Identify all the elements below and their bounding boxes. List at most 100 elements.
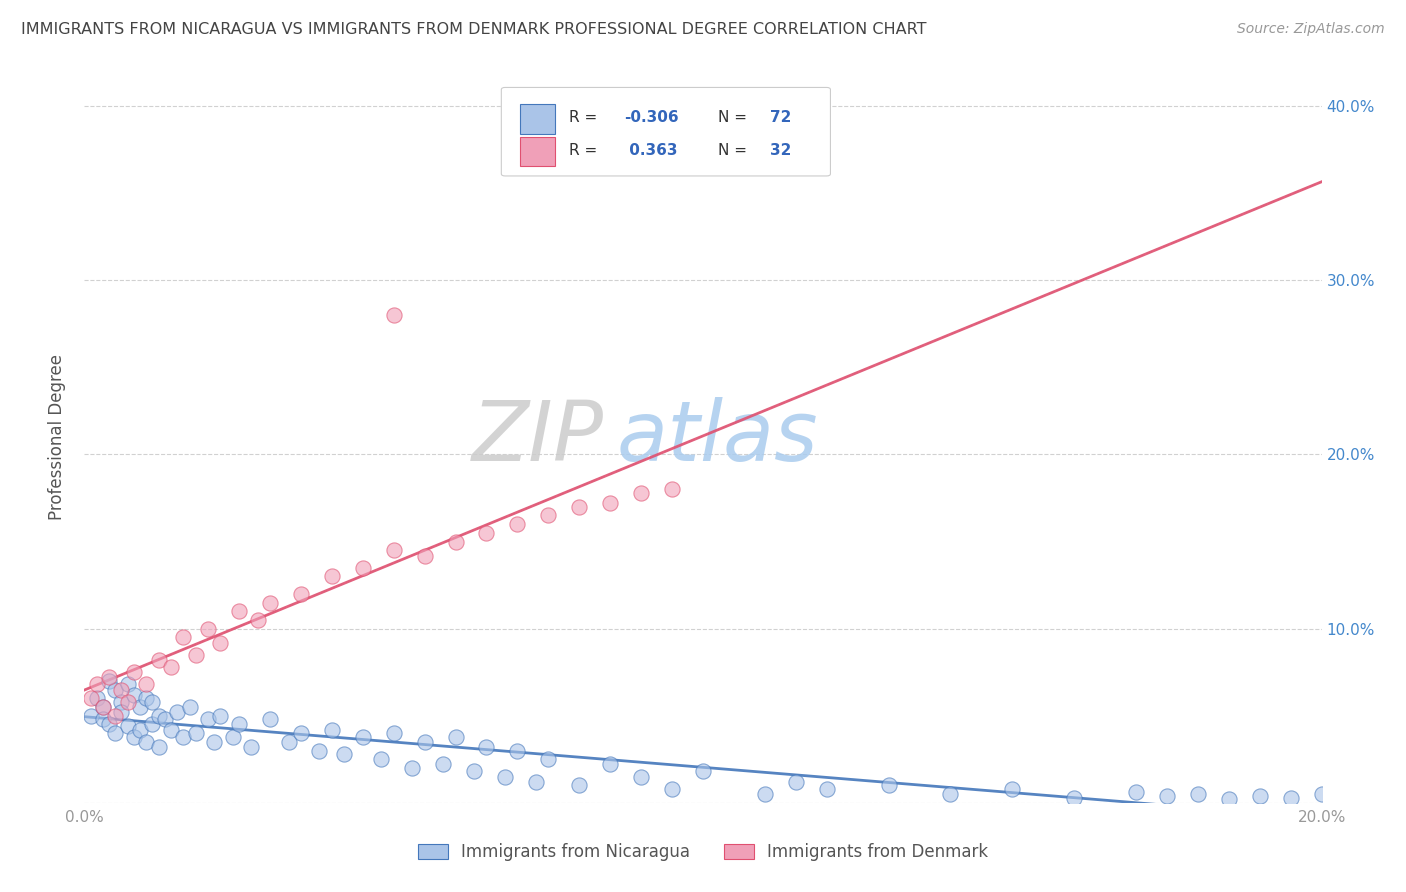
Point [432, 757, 454, 772]
Point [290, 587, 312, 601]
Text: R =: R = [569, 110, 603, 125]
Point [98, 717, 121, 731]
Point [184, 648, 207, 662]
Point [228, 717, 250, 731]
Point [79, 691, 101, 706]
Point [630, 485, 652, 500]
Point [352, 560, 374, 574]
Text: R =: R = [569, 143, 603, 158]
Point [290, 726, 312, 740]
Text: ZIP: ZIP [472, 397, 605, 477]
Point [91, 712, 114, 726]
Point [172, 631, 194, 645]
Point [1125, 785, 1147, 799]
Point [86, 677, 108, 691]
Point [568, 500, 591, 514]
Point [661, 781, 683, 796]
Point [197, 712, 219, 726]
Point [333, 747, 356, 761]
FancyBboxPatch shape [520, 137, 554, 167]
Point [444, 730, 467, 744]
Point [148, 740, 170, 755]
Text: IMMIGRANTS FROM NICARAGUA VS IMMIGRANTS FROM DENMARK PROFESSIONAL DEGREE CORRELA: IMMIGRANTS FROM NICARAGUA VS IMMIGRANTS … [21, 22, 927, 37]
Y-axis label: Professional Degree: Professional Degree [48, 354, 66, 520]
Point [661, 483, 683, 497]
Point [1156, 789, 1178, 803]
Point [117, 719, 139, 733]
Legend: Immigrants from Nicaragua, Immigrants from Denmark: Immigrants from Nicaragua, Immigrants fr… [412, 837, 994, 868]
Point [1063, 790, 1085, 805]
Text: 72: 72 [770, 110, 792, 125]
Point [475, 740, 498, 755]
Point [91, 700, 114, 714]
Point [153, 712, 176, 726]
Point [79, 708, 101, 723]
Point [160, 723, 183, 737]
Point [1279, 790, 1302, 805]
Point [148, 653, 170, 667]
Point [141, 717, 163, 731]
Point [599, 757, 621, 772]
Point [1218, 792, 1240, 806]
Point [1310, 787, 1333, 801]
Point [110, 682, 132, 697]
Point [630, 770, 652, 784]
Point [463, 764, 485, 779]
Point [122, 730, 145, 744]
Text: N =: N = [718, 110, 752, 125]
Point [1187, 787, 1209, 801]
Point [129, 723, 152, 737]
Text: 32: 32 [770, 143, 792, 158]
Point [98, 673, 121, 688]
Point [141, 695, 163, 709]
Point [104, 708, 127, 723]
Point [110, 695, 132, 709]
Point [939, 787, 962, 801]
Point [537, 752, 560, 766]
Point [122, 665, 145, 680]
Point [148, 708, 170, 723]
Point [599, 496, 621, 510]
Point [537, 508, 560, 523]
FancyBboxPatch shape [520, 104, 554, 134]
Point [382, 726, 405, 740]
Point [401, 761, 423, 775]
Point [506, 743, 529, 757]
Point [382, 308, 405, 322]
Point [413, 735, 436, 749]
Point [104, 682, 127, 697]
Point [370, 752, 392, 766]
Point [475, 525, 498, 540]
Point [1001, 781, 1024, 796]
Point [184, 726, 207, 740]
Point [117, 695, 139, 709]
Point [277, 735, 299, 749]
Point [228, 604, 250, 618]
Point [785, 775, 807, 789]
Point [160, 660, 183, 674]
Point [135, 691, 157, 706]
Point [197, 622, 219, 636]
FancyBboxPatch shape [502, 87, 831, 176]
Point [308, 743, 330, 757]
Point [209, 635, 232, 649]
Point [321, 723, 343, 737]
Point [568, 778, 591, 792]
Point [259, 595, 281, 609]
Point [135, 735, 157, 749]
Point [129, 700, 152, 714]
Point [202, 735, 225, 749]
Point [104, 726, 127, 740]
Point [524, 775, 547, 789]
Text: N =: N = [718, 143, 752, 158]
Point [86, 691, 108, 706]
Point [222, 730, 245, 744]
Point [692, 764, 714, 779]
Point [91, 700, 114, 714]
Text: atlas: atlas [616, 397, 818, 477]
Point [754, 787, 776, 801]
Point [259, 712, 281, 726]
Point [246, 613, 269, 627]
Point [179, 700, 201, 714]
Point [1249, 789, 1271, 803]
